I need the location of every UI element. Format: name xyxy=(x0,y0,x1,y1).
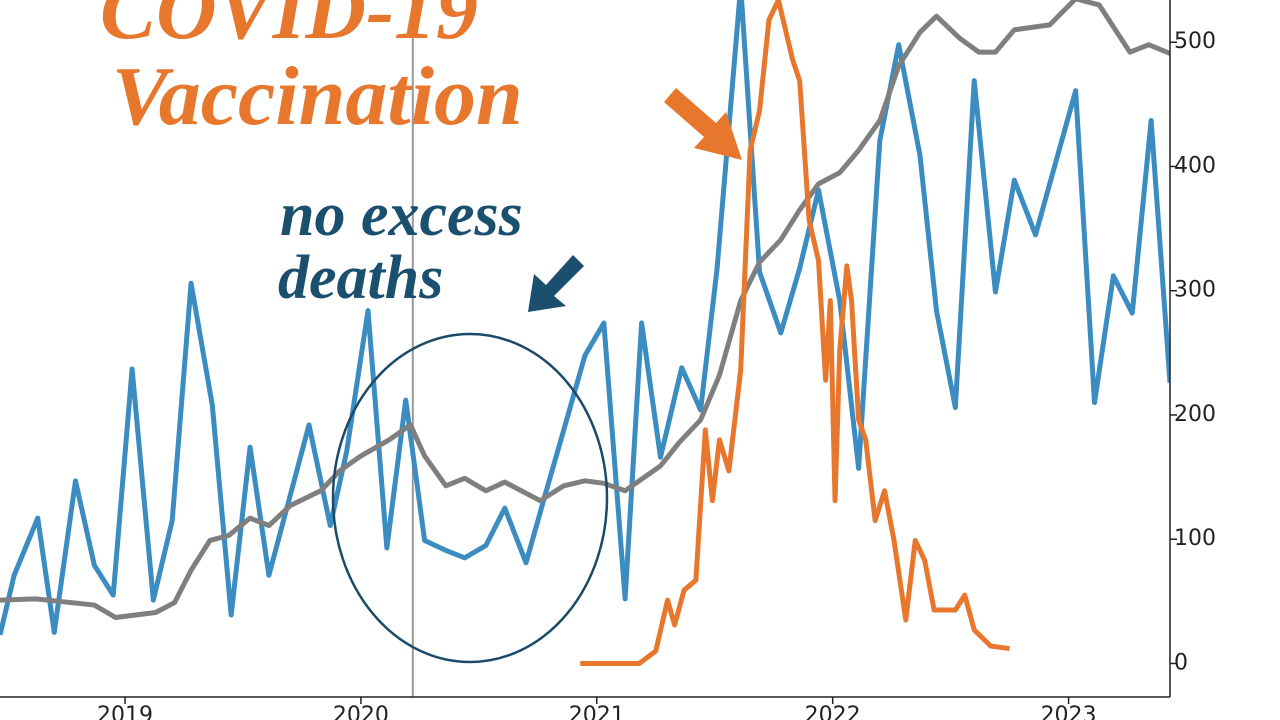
y-tick-label: 400 xyxy=(1174,153,1216,178)
highlight-ellipse xyxy=(331,332,609,664)
series-line xyxy=(580,0,1010,666)
x-tick-label: 2019 xyxy=(97,703,153,720)
x-tick-label: 2020 xyxy=(333,703,389,720)
y-tick-label: 100 xyxy=(1174,526,1216,551)
y-tick-label: 500 xyxy=(1174,29,1216,54)
annotation: COVID-19 xyxy=(100,0,478,57)
series-line xyxy=(0,0,1170,620)
annotation: no excess xyxy=(280,181,523,249)
x-tick-label: 2022 xyxy=(805,703,861,720)
y-tick-label: 200 xyxy=(1174,402,1216,427)
arrow xyxy=(664,88,742,160)
annotation: Vaccination xyxy=(112,50,523,143)
arrow xyxy=(528,255,584,312)
annotation: deaths xyxy=(278,244,443,312)
y-tick-label: 300 xyxy=(1174,278,1216,303)
y-tick-label: 0 xyxy=(1174,650,1188,675)
x-tick-label: 2023 xyxy=(1041,703,1097,720)
x-tick-label: 2021 xyxy=(569,703,625,720)
